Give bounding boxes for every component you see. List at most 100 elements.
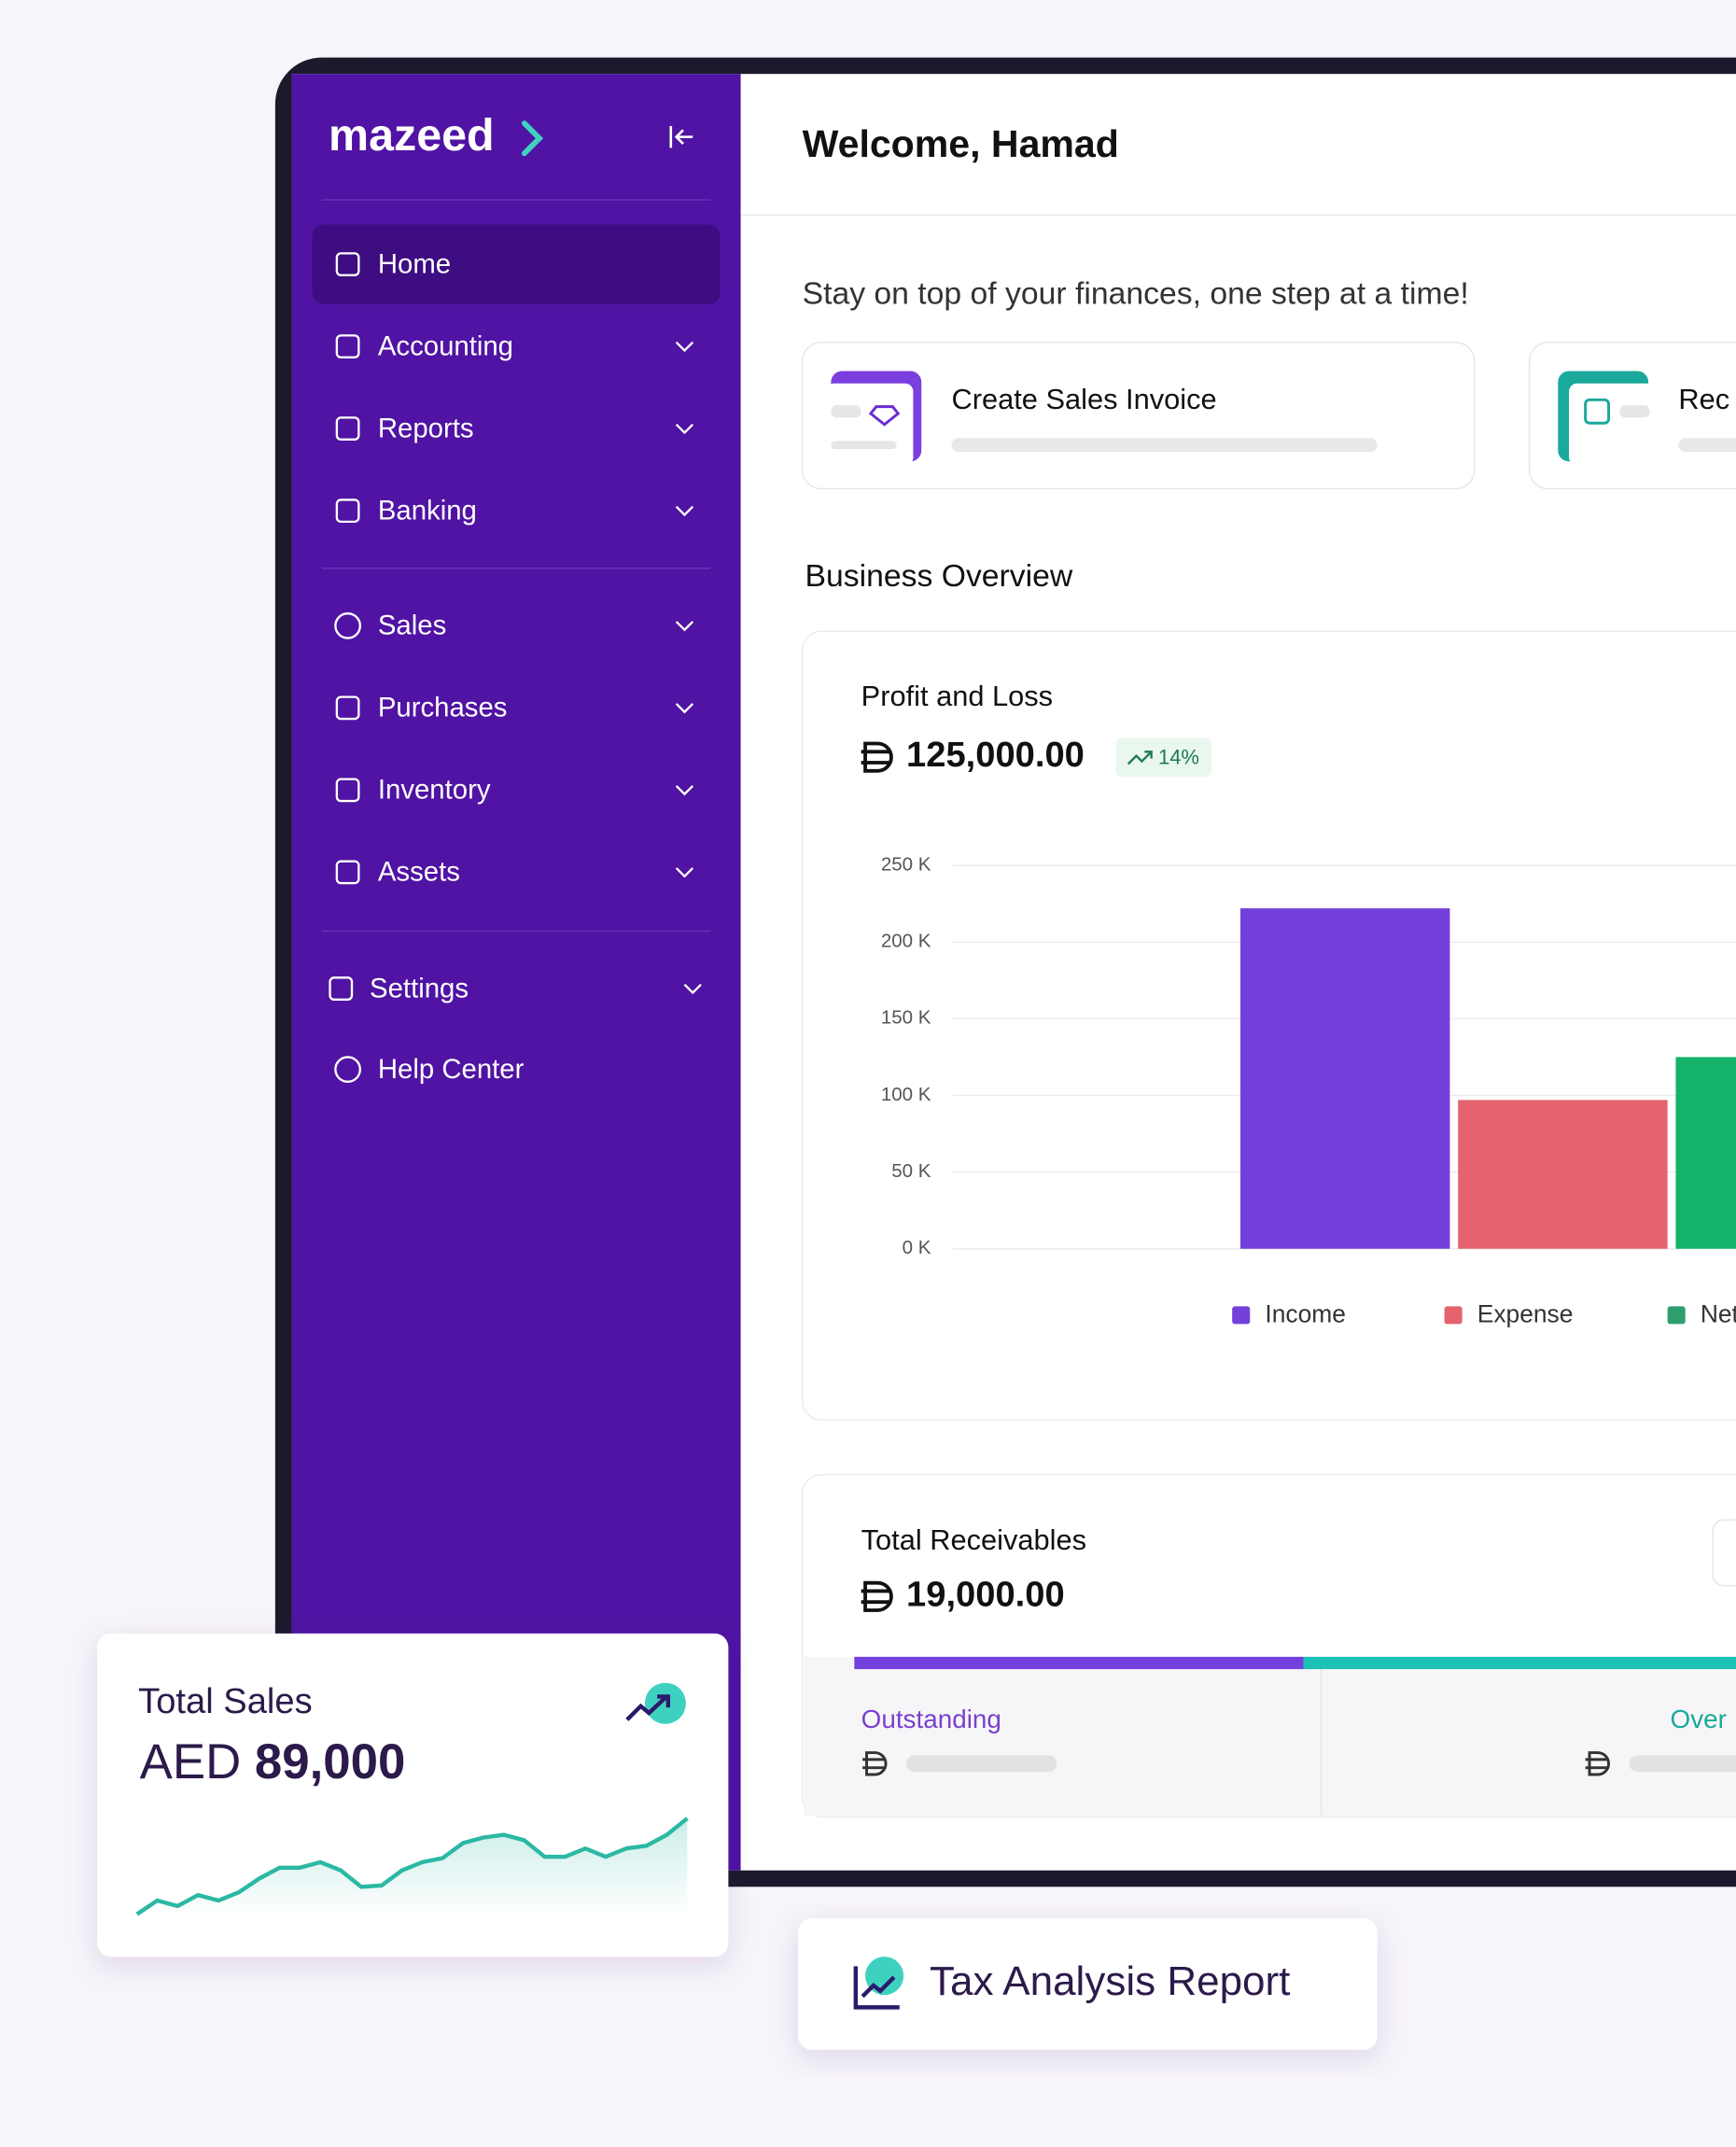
legend-label: Net (1701, 1300, 1736, 1328)
nav-label: Help Center (378, 1054, 525, 1085)
segment-label: Over (1671, 1705, 1727, 1733)
nav-icon (335, 334, 360, 359)
welcome-title: Welcome, Hamad (803, 122, 1119, 165)
nav-item[interactable]: Settings (329, 973, 702, 1003)
progress-overdue (1303, 1656, 1736, 1670)
segment-label: Outstanding (861, 1705, 1001, 1733)
nav-item[interactable]: Assets (335, 857, 694, 888)
icon (1569, 383, 1657, 466)
chevron (675, 785, 694, 796)
y-tick-label: 100 K (881, 1084, 931, 1105)
legend-swatch (1667, 1306, 1686, 1325)
currency: AED (140, 1734, 242, 1789)
nav-label: Accounting (378, 330, 513, 361)
active-item (312, 224, 721, 304)
dropdown[interactable] (1712, 1519, 1736, 1587)
nav-icon (334, 1056, 361, 1083)
nav-item[interactable]: Purchases (335, 693, 694, 723)
currency-icon (862, 1751, 888, 1776)
currency-icon (861, 1580, 893, 1612)
bar (1239, 908, 1450, 1249)
y-tick-label: 50 K (891, 1160, 931, 1182)
legend-label: Expense (1477, 1300, 1574, 1328)
card-title: Total Receivables (861, 1523, 1086, 1556)
y-tick-label: 200 K (881, 931, 931, 952)
tax-report-card[interactable] (798, 1918, 1378, 2050)
action-label: Create Sales Invoice (951, 383, 1216, 415)
chevron (675, 867, 694, 878)
currency-icon (861, 741, 893, 773)
nav-icon (334, 611, 361, 639)
nav: Home Accounting Reports Banking Sales Purchas… (329, 248, 702, 1085)
icon (853, 1966, 900, 2010)
nav-item[interactable]: Inventory (335, 775, 694, 806)
quick-action-card[interactable] (801, 341, 1476, 490)
nav-icon (335, 416, 360, 442)
legend-swatch (1444, 1306, 1463, 1325)
amount: 19,000.00 (906, 1574, 1065, 1614)
progress-outstanding (854, 1656, 1307, 1670)
nav-label: Inventory (378, 775, 491, 806)
logo: mazeed (329, 110, 495, 161)
action-label: Rec (1678, 383, 1729, 415)
nav-icon (329, 976, 354, 1001)
icon (1619, 405, 1650, 418)
placeholder (906, 1755, 1057, 1773)
icon (831, 441, 897, 450)
icon (1584, 398, 1611, 425)
chevron (675, 621, 694, 632)
nav-icon (335, 252, 360, 277)
bar (1675, 1057, 1736, 1249)
nav-icon (335, 860, 360, 885)
amount: 125,000.00 (906, 735, 1085, 775)
card-title: Profit and Loss (861, 680, 1053, 712)
currency-icon (1585, 1751, 1610, 1776)
placeholder (1629, 1755, 1736, 1773)
nav-item[interactable]: Accounting (335, 330, 694, 361)
legend-label: Income (1265, 1300, 1346, 1328)
sales-amount: AED 89,000 (140, 1734, 406, 1789)
icon (825, 383, 914, 466)
legend-swatch (1232, 1306, 1251, 1325)
nav-label: Banking (378, 495, 477, 526)
y-tick-label: 250 K (881, 853, 931, 875)
sparkline-line (135, 1817, 689, 1916)
chevron (675, 423, 694, 435)
change-badge (1115, 737, 1212, 777)
nav-item[interactable]: Home (335, 248, 451, 279)
y-tick-label: 0 K (903, 1237, 931, 1258)
icon (644, 1682, 686, 1724)
chevron (683, 983, 702, 995)
tax-report-label: Tax Analysis Report (930, 1958, 1290, 2004)
icon (625, 1694, 671, 1721)
nav-item[interactable]: Help Center (334, 1054, 525, 1085)
bar-chart: 0 K 50 K 100 K 150 K 200 K 250 K Income Expense… (881, 853, 1736, 1328)
icon (831, 405, 861, 418)
sidebar (291, 74, 741, 1871)
sparkline (135, 1817, 689, 1917)
nav-label: Assets (378, 857, 460, 888)
change: 14% (1158, 745, 1199, 768)
placeholder (1678, 438, 1736, 453)
chevron (675, 341, 694, 353)
chevron (675, 505, 694, 517)
trend-icon (1127, 751, 1153, 765)
nav-label: Reports (378, 413, 474, 443)
nav-label: Settings (370, 973, 469, 1003)
nav-label: Purchases (378, 693, 508, 723)
receivables-footer (804, 1656, 1736, 1817)
collapse-button[interactable] (669, 125, 693, 148)
nav-item[interactable]: Banking (335, 495, 694, 526)
nav-icon (335, 498, 360, 524)
icon (868, 405, 901, 427)
amount: 89,000 (255, 1734, 405, 1789)
logo-mark (521, 120, 544, 157)
chevron (675, 703, 694, 714)
y-tick-label: 150 K (881, 1007, 931, 1029)
section-title: Business Overview (805, 558, 1073, 594)
tagline: Stay on top of your finances, one step a… (803, 276, 1469, 312)
nav-item[interactable]: Sales (334, 610, 694, 641)
placeholder (951, 438, 1378, 453)
nav-item[interactable]: Reports (335, 413, 694, 443)
